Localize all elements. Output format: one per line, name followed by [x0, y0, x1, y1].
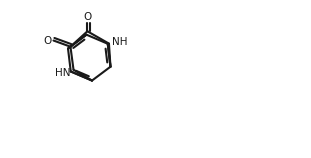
Text: O: O — [44, 36, 52, 46]
Text: HN: HN — [55, 68, 71, 78]
Text: O: O — [83, 12, 91, 22]
Text: NH: NH — [112, 37, 128, 47]
